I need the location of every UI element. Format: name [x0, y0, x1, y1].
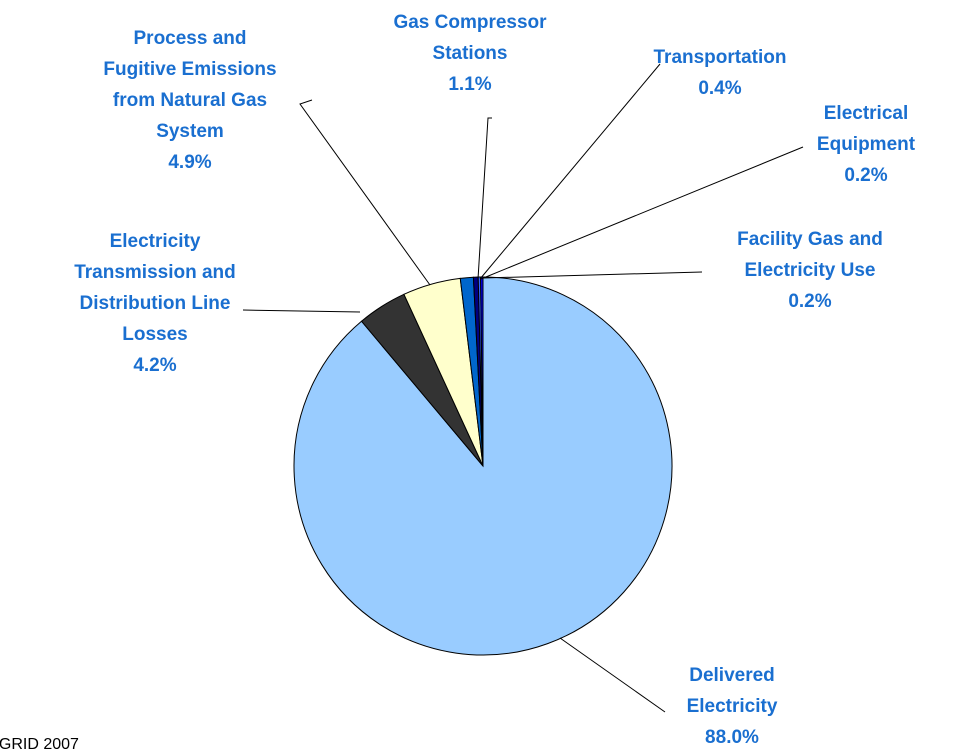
slice-value: 0.2% — [844, 165, 888, 186]
leader-line — [242, 309, 361, 313]
slice-name: Gas Compressor Stations — [393, 12, 547, 64]
slice-name: Facility Gas and Electricity Use — [737, 229, 883, 281]
slice-value: 4.9% — [168, 152, 212, 173]
slice-value: 0.4% — [698, 78, 742, 99]
leader-line — [477, 117, 492, 280]
slice-label: Transportation 0.4% — [653, 42, 786, 104]
slice-name: Electrical Equipment — [816, 103, 916, 155]
source-note: eGRID 2007 — [0, 736, 79, 753]
leader-line — [482, 271, 703, 279]
leader-line — [299, 99, 431, 286]
leader-line — [559, 637, 666, 713]
leader-line — [480, 146, 804, 280]
slice-label: Electrical Equipment 0.2% — [817, 98, 915, 191]
slice-name: Transportation — [653, 47, 787, 68]
slice-value: 0.2% — [788, 291, 832, 312]
slice-value: 4.2% — [133, 355, 177, 376]
slice-label: Gas Compressor Stations 1.1% — [393, 7, 546, 100]
slice-name: Electricity Transmission and Distributio… — [74, 231, 236, 345]
slice-value: 88.0% — [705, 727, 759, 748]
slice-label: Process and Fugitive Emissions from Natu… — [103, 23, 276, 178]
slice-label: Delivered Electricity 88.0% — [687, 660, 778, 753]
leader-line — [479, 63, 661, 280]
slice-name: Process and Fugitive Emissions from Natu… — [103, 28, 277, 142]
slice-label: Electricity Transmission and Distributio… — [74, 226, 236, 381]
slice-name: Delivered Electricity — [686, 665, 778, 717]
slice-label: Facility Gas and Electricity Use 0.2% — [737, 224, 883, 317]
slice-value: 1.1% — [448, 74, 492, 95]
